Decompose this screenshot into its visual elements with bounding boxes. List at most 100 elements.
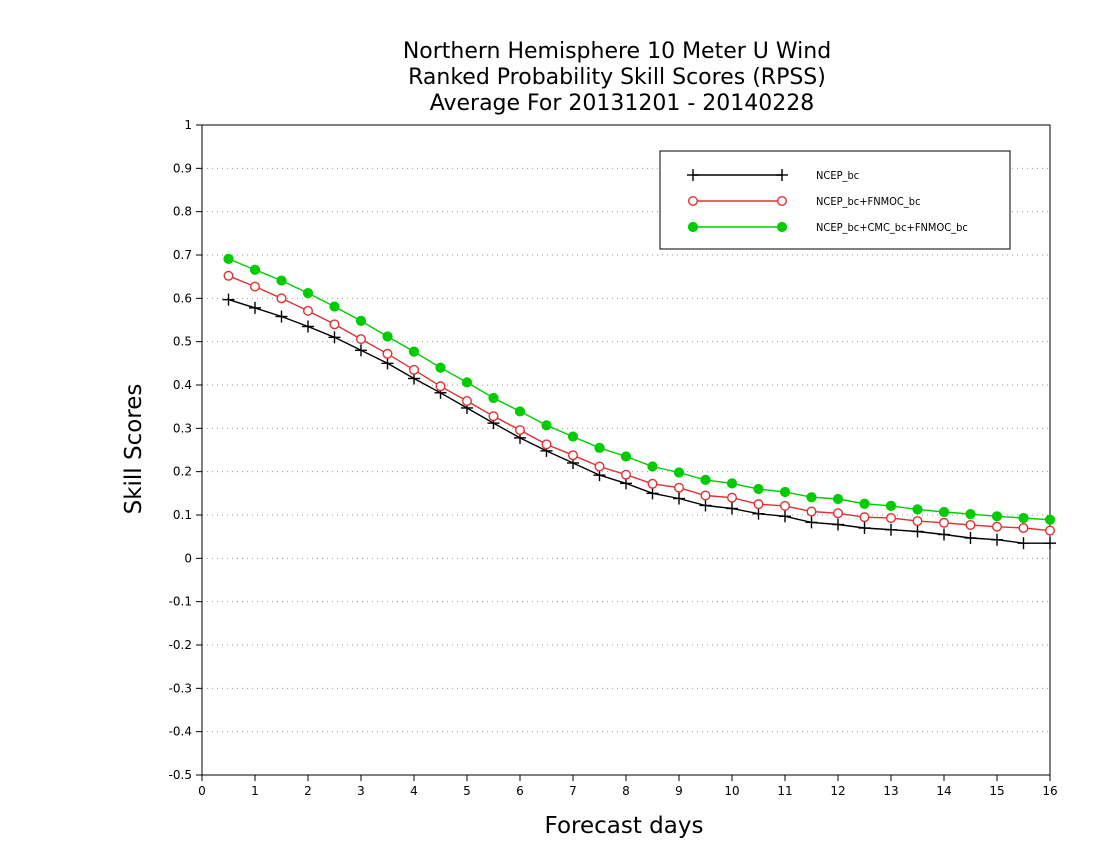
data-point-marker	[964, 531, 977, 544]
data-point-marker	[779, 510, 791, 523]
x-tick-label: 12	[830, 784, 845, 798]
data-point-marker	[806, 506, 817, 517]
data-point-marker	[329, 319, 340, 330]
y-tick-label: 0.3	[173, 421, 192, 435]
data-point-marker	[776, 169, 788, 181]
data-point-marker	[409, 364, 420, 375]
data-point-marker	[806, 492, 817, 503]
data-point-marker	[700, 474, 711, 485]
data-point-marker	[303, 305, 314, 316]
data-point-marker	[779, 486, 791, 498]
data-point-marker	[223, 253, 234, 264]
data-point-marker	[461, 377, 473, 388]
data-point-marker	[541, 439, 552, 450]
data-point-marker	[620, 451, 632, 462]
data-point-marker	[776, 221, 788, 233]
data-point-marker	[780, 500, 791, 511]
x-axis-label: Forecast days	[545, 813, 704, 839]
legend-label: NCEP_bc+CMC_bc+FNMOC_bc	[816, 221, 968, 234]
data-point-marker	[673, 492, 685, 505]
data-point-marker	[302, 288, 314, 299]
data-point-marker	[356, 334, 367, 345]
data-point-marker	[777, 195, 788, 206]
data-point-marker	[965, 509, 976, 520]
x-tick-label: 0	[198, 784, 206, 798]
data-point-marker	[621, 469, 632, 480]
data-point-marker	[381, 357, 394, 370]
y-tick-label: 0.2	[173, 465, 192, 479]
data-point-marker	[1044, 537, 1056, 550]
data-point-marker	[965, 519, 976, 530]
y-tick-label: 0.1	[173, 508, 192, 522]
data-point-marker	[700, 490, 711, 501]
data-point-marker	[275, 310, 288, 323]
data-point-marker	[885, 523, 897, 536]
data-point-marker	[408, 346, 420, 357]
data-point-marker	[687, 169, 699, 181]
data-point-marker	[991, 533, 1003, 546]
x-tick-label: 8	[622, 784, 630, 798]
data-point-marker	[911, 525, 924, 538]
chart-title-line-3: Average For 20131201 - 20140228	[430, 91, 815, 116]
data-point-marker	[249, 301, 261, 314]
data-point-marker	[488, 411, 499, 422]
data-point-marker	[646, 487, 659, 500]
series-2	[223, 270, 1055, 536]
series-line	[228, 275, 1051, 532]
data-point-marker	[726, 478, 738, 489]
data-point-marker	[1044, 514, 1056, 525]
data-point-marker	[938, 506, 950, 518]
x-tick-label: 11	[777, 784, 792, 798]
data-point-marker	[382, 331, 393, 342]
data-point-marker	[886, 513, 897, 524]
y-tick-label: 1	[184, 118, 192, 132]
data-point-marker	[1018, 512, 1029, 524]
x-tick-label: 13	[883, 784, 898, 798]
y-tick-label: 0.7	[173, 248, 192, 262]
x-tick-label: 3	[357, 784, 365, 798]
chart-title-line-1: Northern Hemisphere 10 Meter U Wind	[403, 39, 831, 64]
data-point-marker	[912, 516, 923, 527]
y-tick-label: 0.5	[173, 335, 192, 349]
data-point-marker	[832, 518, 844, 531]
y-tick-label: 0.4	[173, 378, 192, 392]
series-line	[228, 258, 1051, 521]
x-tick-label: 14	[936, 784, 951, 798]
data-point-marker	[1018, 523, 1029, 534]
y-tick-label: -0.1	[169, 595, 192, 609]
data-point-marker	[833, 508, 844, 519]
data-point-marker	[647, 478, 658, 489]
data-point-marker	[276, 293, 287, 304]
data-point-marker	[858, 522, 871, 534]
x-tick-label: 1	[251, 784, 259, 798]
x-tick-label: 15	[989, 784, 1004, 798]
data-point-marker	[568, 450, 579, 461]
legend-label: NCEP_bc	[816, 169, 859, 182]
data-point-marker	[752, 507, 765, 520]
x-tick-label: 7	[569, 784, 577, 798]
y-tick-label: 0.6	[173, 291, 192, 305]
legend-label: NCEP_bc+FNMOC_bc	[816, 195, 921, 208]
y-tick-label: -0.5	[169, 768, 192, 782]
x-tick-label: 2	[304, 784, 312, 798]
data-point-marker	[885, 500, 897, 511]
series-1	[222, 293, 1056, 550]
data-point-marker	[687, 221, 699, 233]
data-point-marker	[674, 482, 685, 493]
data-point-marker	[1044, 525, 1055, 536]
data-point-marker	[488, 392, 499, 404]
data-point-marker	[541, 420, 552, 431]
data-point-marker	[753, 499, 764, 510]
y-tick-label: -0.4	[169, 725, 192, 739]
data-point-marker	[594, 442, 605, 453]
data-series	[222, 253, 1056, 550]
data-point-marker	[355, 315, 367, 326]
legend: NCEP_bc NCEP_bc+FNMOC_bc NCEP_bc+CMC_bc+FN…	[659, 150, 1011, 250]
data-point-marker	[514, 406, 526, 417]
series-line	[228, 298, 1050, 544]
data-point-marker	[938, 528, 950, 541]
data-point-marker	[992, 521, 1003, 532]
data-point-marker	[515, 425, 526, 436]
y-axis-ticks: -0.5 -0.4 -0.3 -0.2 -0.1 0 0.1 0.2 0.3 0.4 0.5 0.6 0…	[169, 118, 202, 782]
